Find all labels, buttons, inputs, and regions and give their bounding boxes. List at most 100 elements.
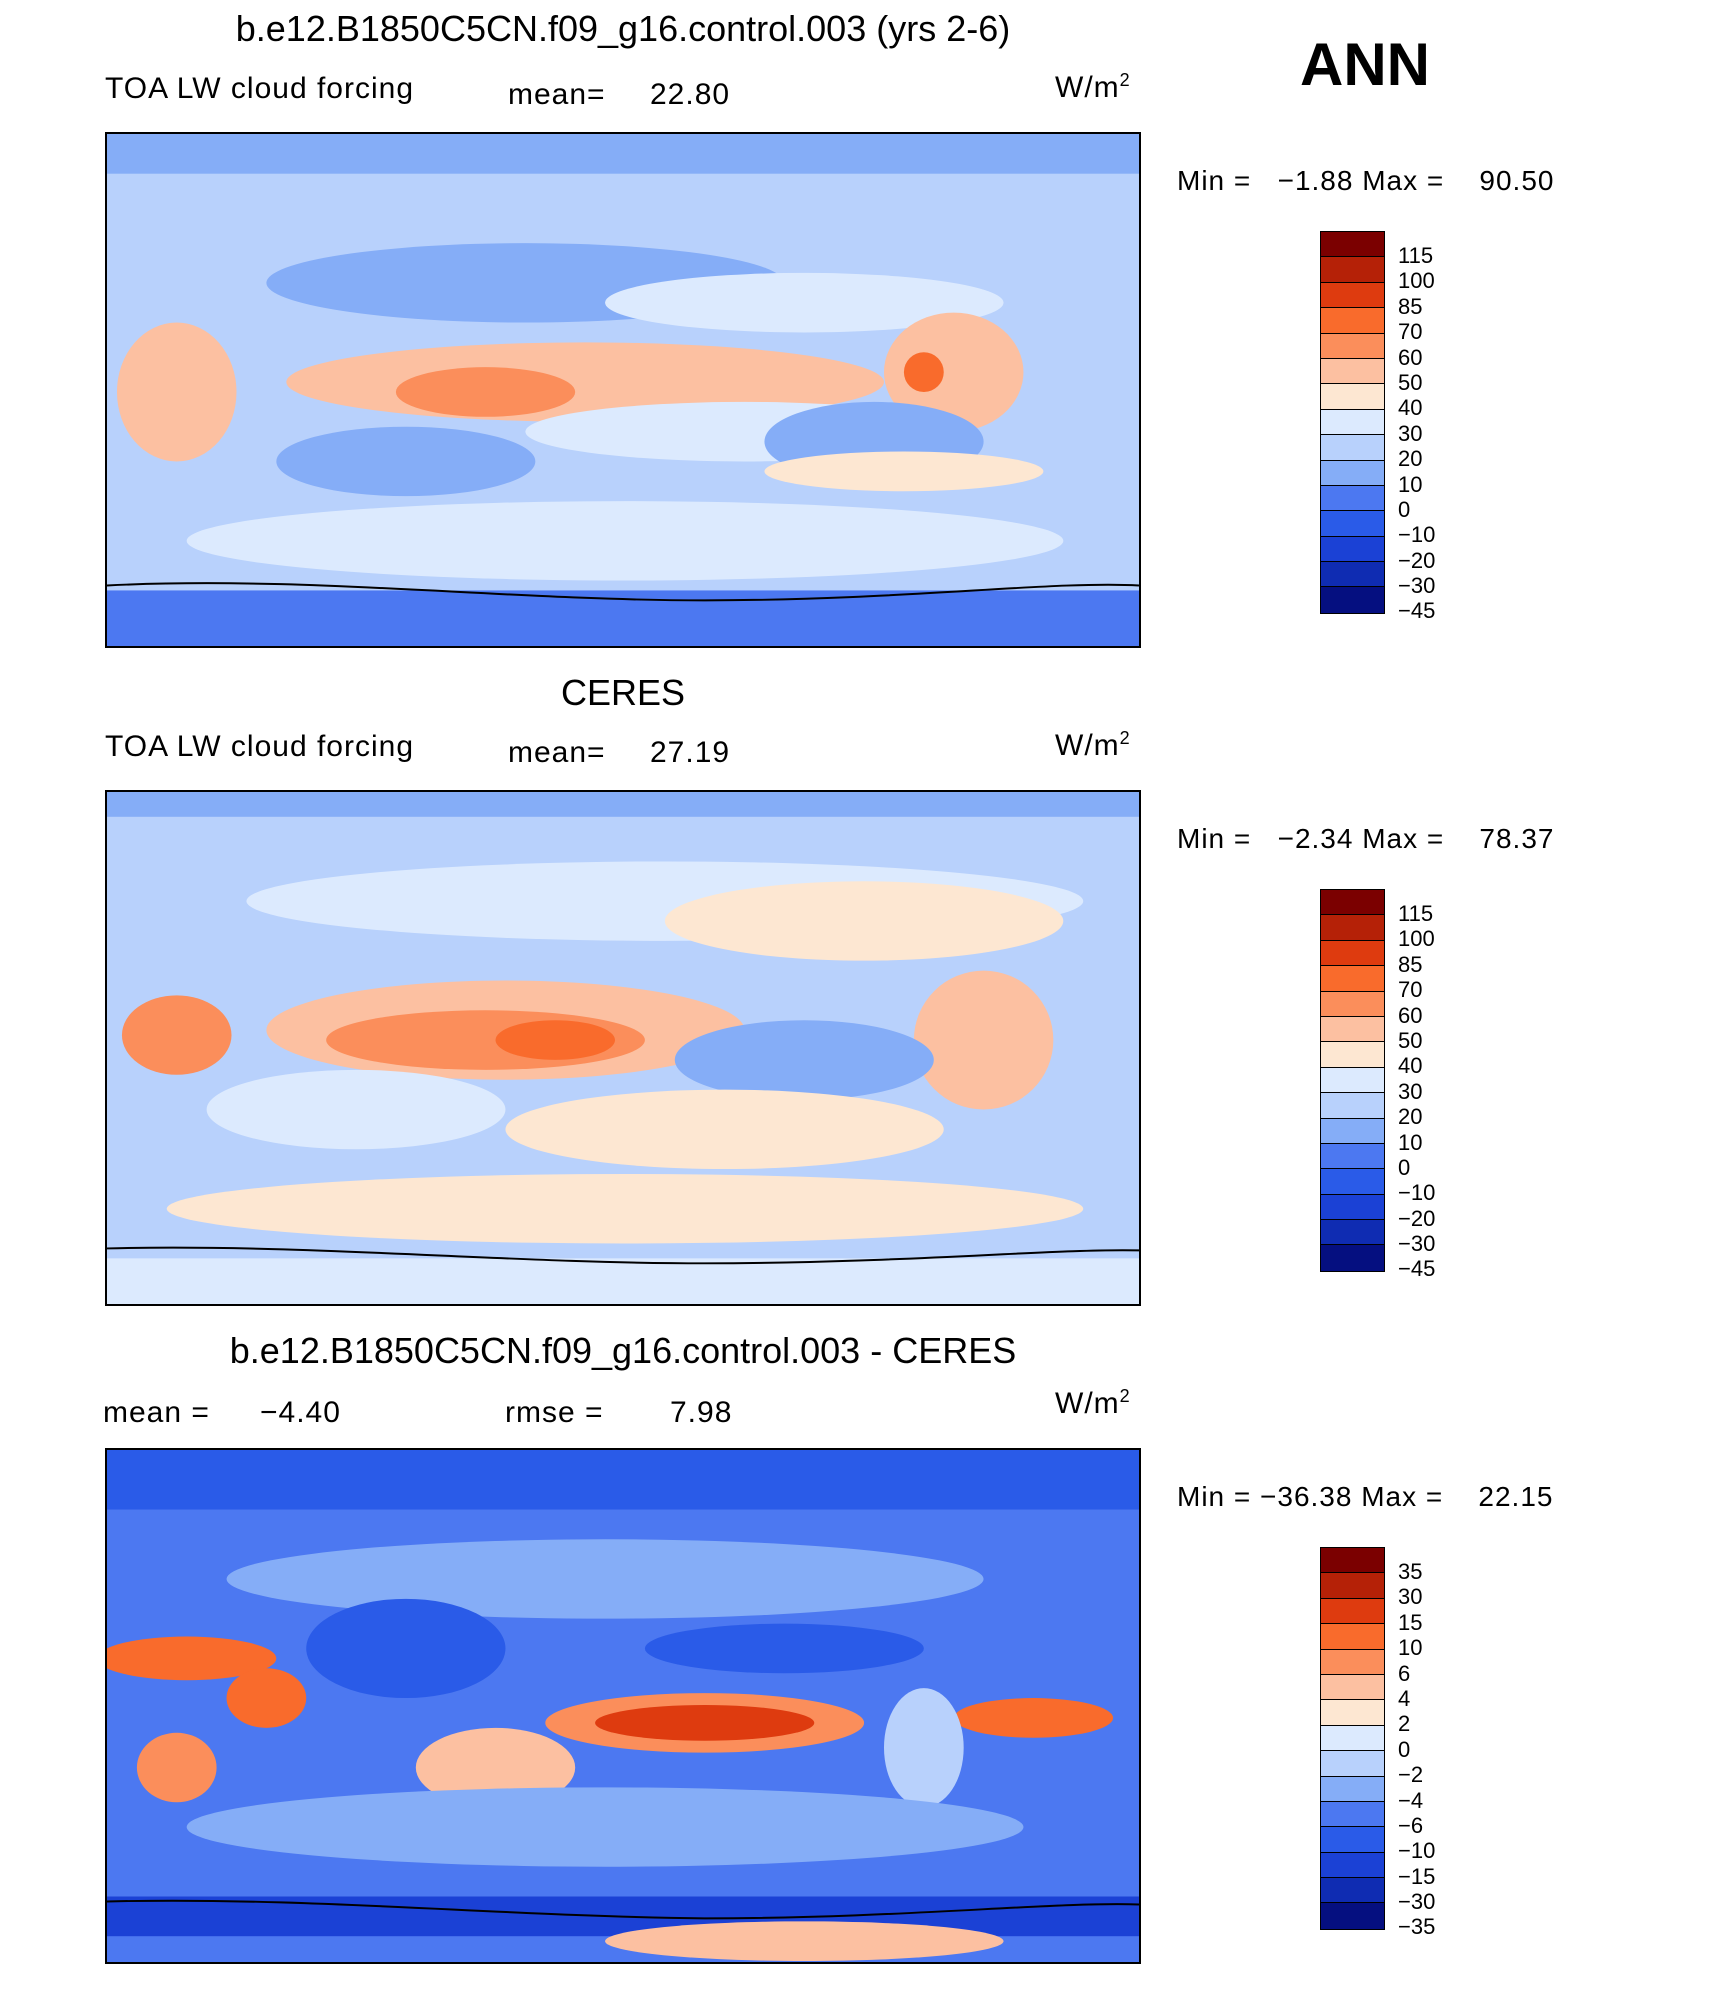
colorbar-box [1321,1751,1384,1777]
colorbar-tick-label: −6 [1398,1812,1424,1838]
colorbar-box [1321,384,1384,410]
panel2-minmax: Min = −2.34 Max = 78.37 [1177,823,1555,854]
panel1-title: b.e12.B1850C5CN.f09_g16.control.003 (yrs… [235,8,1011,49]
panel3-colorbar [1320,1547,1385,1930]
colorbar-tick-label: 20 [1398,1104,1423,1130]
colorbar-box [1321,435,1384,461]
colorbar-tick-label: −30 [1398,1889,1436,1915]
panel1-mean-label: mean= [508,78,606,111]
season-label: ANN [1300,31,1430,98]
colorbar-box [1321,257,1384,283]
panel2-colorbar [1320,889,1385,1272]
panel1-mean-value: 22.80 [650,78,731,111]
colorbar-box [1321,1878,1384,1904]
colorbar-box [1321,1725,1384,1752]
colorbar-tick-label: 30 [1398,420,1423,446]
colorbar-box [1321,1598,1384,1625]
panel3-title: b.e12.B1850C5CN.f09_g16.control.003 - CE… [229,1330,1017,1371]
colorbar-box [1321,358,1384,385]
panel2-mean-label: mean= [508,736,606,769]
colorbar-tick-label: 85 [1398,293,1423,319]
panel3-rmse-value: 7.98 [670,1396,733,1429]
colorbar-tick-label: 40 [1398,395,1423,421]
colorbar-box [1321,460,1384,486]
colorbar-box [1321,890,1384,916]
colorbar-tick-label: 10 [1398,1635,1423,1661]
colorbar-tick-label: 10 [1398,1129,1423,1155]
colorbar-tick-label: 30 [1398,1078,1423,1104]
colorbar-box [1321,308,1384,334]
colorbar-box [1321,1624,1384,1650]
colorbar-box [1321,1118,1384,1144]
colorbar-box [1321,485,1384,512]
colorbar-tick-label: −45 [1398,1256,1436,1282]
colorbar-box [1321,282,1384,309]
colorbar-box [1321,1067,1384,1094]
colorbar-box [1321,1016,1384,1043]
colorbar-box [1321,333,1384,359]
colorbar-box [1321,409,1384,436]
colorbar-box [1321,1801,1384,1828]
colorbar-tick-label: 0 [1398,1154,1411,1180]
colorbar-box [1321,1042,1384,1068]
panel3-units: W/m2 [1055,1386,1131,1420]
colorbar-tick-label: −15 [1398,1863,1436,1889]
colorbar-box [1321,1548,1384,1574]
colorbar-box [1321,1827,1384,1853]
colorbar-tick-label: 15 [1398,1609,1423,1635]
colorbar-box [1321,1220,1384,1246]
colorbar-box [1321,1700,1384,1726]
colorbar-box [1321,1649,1384,1675]
colorbar-box [1321,1674,1384,1701]
panel3-minmax: Min = −36.38 Max = 22.15 [1177,1481,1554,1512]
colorbar-box [1321,966,1384,992]
colorbar-tick-label: 100 [1398,926,1435,952]
colorbar-box [1321,1573,1384,1599]
colorbar-tick-label: −10 [1398,1838,1436,1864]
colorbar-tick-label: 85 [1398,951,1423,977]
panel3-rmse-label: rmse = [505,1396,604,1429]
colorbar-tick-label: 30 [1398,1584,1423,1610]
colorbar-box [1321,1093,1384,1119]
colorbar-box [1321,232,1384,258]
panel1-colorbar-labels: 115 100 85 70 60 50 40 30 20 10 0 −10 −20 −30 −45 [1398,243,1435,624]
colorbar-tick-label: 20 [1398,446,1423,472]
colorbar-tick-label: 10 [1398,471,1423,497]
colorbar-box [1321,1245,1384,1271]
panel1-map [105,132,1141,648]
panel2-title: CERES [560,672,686,713]
colorbar-tick-label: −35 [1398,1914,1436,1940]
colorbar-box [1321,1776,1384,1802]
colorbar-tick-label: −10 [1398,522,1436,548]
colorbar-tick-label: 115 [1398,243,1434,268]
colorbar-tick-label: 100 [1398,268,1435,294]
panel3-map [105,1448,1141,1964]
colorbar-tick-label: −30 [1398,1231,1436,1257]
colorbar-tick-label: 60 [1398,1002,1423,1028]
colorbar-tick-label: 115 [1398,901,1434,926]
panel3-colorbar-labels: 35 30 15 10 6 4 2 0 −2 −4 −6 −10 −15 −30 −35 [1398,1559,1435,1940]
colorbar-box [1321,915,1384,941]
colorbar-tick-label: 2 [1398,1711,1411,1737]
panel2-units: W/m2 [1055,728,1131,762]
colorbar-box [1321,991,1384,1017]
panel2-map [105,790,1141,1306]
colorbar-tick-label: −30 [1398,573,1436,599]
colorbar-box [1321,587,1384,613]
colorbar-box [1321,1194,1384,1221]
panel1-colorbar [1320,231,1385,614]
colorbar-box [1321,1852,1384,1879]
colorbar-tick-label: 70 [1398,319,1423,345]
colorbar-box [1321,940,1384,967]
panel2-mean-value: 27.19 [650,736,731,769]
colorbar-tick-label: 0 [1398,496,1411,522]
colorbar-box [1321,1903,1384,1929]
panel2-variable-label: TOA LW cloud forcing [105,730,415,763]
colorbar-tick-label: 4 [1398,1685,1411,1711]
colorbar-tick-label: −20 [1398,547,1436,573]
colorbar-tick-label: −45 [1398,598,1436,624]
colorbar-tick-label: 60 [1398,344,1423,370]
panel3-mean-label: mean = [103,1396,210,1429]
colorbar-box [1321,1143,1384,1170]
colorbar-box [1321,536,1384,563]
